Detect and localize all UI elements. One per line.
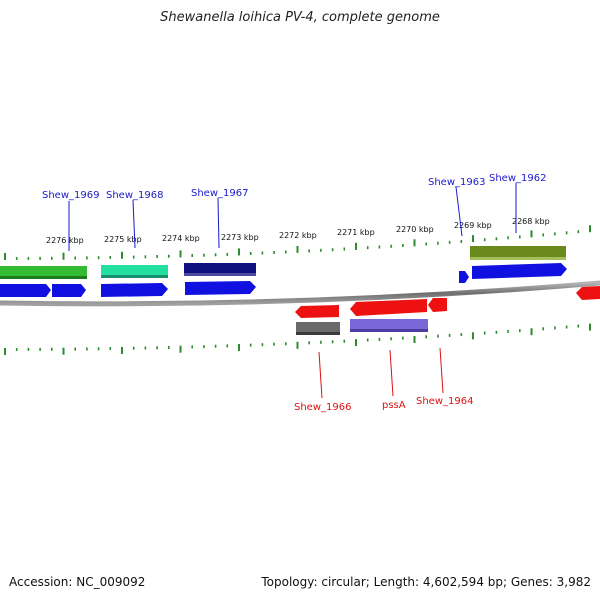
- gene-arrow-shew-1962[interactable]: [472, 263, 567, 279]
- bottom-tick-track: [4, 323, 591, 355]
- gene-arrow-shew-1967[interactable]: [185, 281, 256, 295]
- gene-label-shew-1966[interactable]: Shew_1966: [294, 402, 351, 413]
- gene-arrow-shew-1969-a[interactable]: [0, 284, 51, 297]
- label-leaders: [68, 183, 517, 399]
- gene-arrow-pssa[interactable]: [350, 299, 427, 316]
- leader-shew-1964: [439, 347, 444, 394]
- ruler-label: 2270 kbp: [396, 225, 434, 234]
- ruler-label: 2271 kbp: [337, 228, 375, 237]
- gene-bar-shew-1966-lower[interactable]: [296, 322, 340, 335]
- leader-shew-1966: [318, 351, 323, 399]
- feature-track-lower: [296, 319, 428, 335]
- gene-bar-shew-1967-upper[interactable]: [184, 263, 256, 276]
- gene-bar-shew-1969-upper[interactable]: [0, 266, 87, 279]
- gene-bar-shew-1968-upper[interactable]: [101, 265, 168, 278]
- gene-labels-bottom: Shew_1966 pssA Shew_1964: [294, 396, 473, 413]
- ruler-labels: 2276 kbp 2275 kbp 2274 kbp 2273 kbp 2272…: [46, 217, 550, 245]
- leader-shew-1963: [455, 186, 463, 237]
- genome-title: Shewanella loihica PV-4, complete genome: [160, 10, 440, 25]
- ruler-label: 2272 kbp: [279, 231, 317, 240]
- ruler-label: 2275 kbp: [104, 235, 142, 244]
- genome-backbone: [0, 280, 600, 307]
- leader-shew-1968: [132, 199, 136, 249]
- ruler-label: 2276 kbp: [46, 236, 84, 245]
- ruler-label: 2273 kbp: [221, 233, 259, 242]
- leader-pssa: [389, 349, 394, 397]
- gene-arrow-right-edge[interactable]: [576, 286, 600, 300]
- gene-label-shew-1962[interactable]: Shew_1962: [489, 173, 546, 184]
- ruler-label: 2274 kbp: [162, 234, 200, 243]
- gene-bar-pssa-lower[interactable]: [350, 319, 428, 332]
- gene-labels-top: Shew_1969 Shew_1968 Shew_1967 Shew_1963 …: [42, 173, 546, 201]
- ruler-label: 2269 kbp: [454, 221, 492, 230]
- gene-label-pssa[interactable]: pssA: [382, 400, 406, 411]
- gene-arrow-shew-1968[interactable]: [101, 283, 168, 297]
- gene-arrow-shew-1964[interactable]: [428, 298, 447, 312]
- forward-genes: [0, 263, 567, 297]
- reverse-genes: [295, 286, 600, 318]
- gene-label-shew-1969[interactable]: Shew_1969: [42, 190, 99, 201]
- accession-text: Accession: NC_009092: [9, 575, 146, 589]
- gene-arrow-shew-1966[interactable]: [295, 305, 339, 318]
- ruler-label: 2268 kbp: [512, 217, 550, 226]
- gene-arrow-shew-1969-b[interactable]: [52, 284, 86, 297]
- gene-bar-shew-1962-upper[interactable]: [470, 246, 566, 260]
- gene-label-shew-1968[interactable]: Shew_1968: [106, 190, 163, 201]
- gene-label-shew-1964[interactable]: Shew_1964: [416, 396, 473, 407]
- gene-label-shew-1967[interactable]: Shew_1967: [191, 188, 248, 199]
- gene-label-shew-1963[interactable]: Shew_1963: [428, 177, 485, 188]
- gene-arrow-shew-1963[interactable]: [459, 271, 469, 283]
- feature-track-upper: [0, 246, 566, 279]
- leader-shew-1967: [217, 197, 220, 249]
- top-tick-track: [4, 225, 591, 260]
- genome-summary-text: Topology: circular; Length: 4,602,594 bp…: [261, 575, 591, 589]
